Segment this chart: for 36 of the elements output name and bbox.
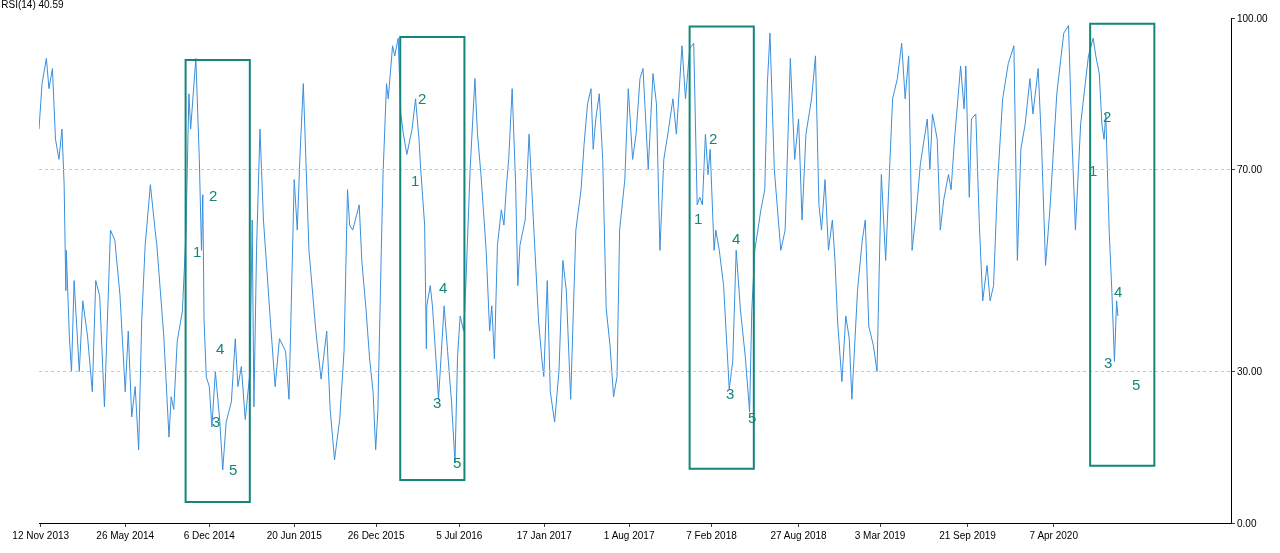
x-tick-label: 5 Jul 2016: [436, 530, 483, 541]
y-tick-label: 100.00: [1237, 12, 1269, 24]
y-tick-label: 70.00: [1237, 164, 1263, 175]
annotation: 1: [694, 210, 703, 227]
annotation: 4: [1114, 283, 1123, 300]
x-tick-label: 20 Jun 2015: [266, 530, 323, 541]
annotation: 5: [229, 461, 238, 478]
chart-title: RSI(14) 40.59: [1, 0, 64, 11]
annotation: 2: [709, 130, 718, 147]
x-tick-label: 26 Dec 2015: [347, 530, 405, 541]
x-tick-label: 7 Feb 2018: [686, 530, 738, 541]
x-tick-label: 3 Mar 2019: [854, 530, 906, 541]
x-tick-label: 21 Sep 2019: [939, 530, 997, 541]
annotation: 3: [1104, 354, 1113, 371]
annotation: 4: [216, 340, 225, 357]
annotation: 5: [453, 454, 462, 471]
annotation: 4: [439, 279, 448, 296]
x-tick-label: 26 May 2014: [96, 530, 155, 541]
annotation: 2: [1103, 108, 1112, 125]
x-tick-label: 17 Jan 2017: [516, 530, 573, 541]
annotation: 1: [411, 172, 420, 189]
annotation: 1: [193, 243, 202, 260]
x-tick-label: 12 Nov 2013: [12, 530, 70, 541]
annotation: 3: [726, 385, 735, 402]
y-tick-label: 30.00: [1237, 366, 1263, 377]
x-tick-label: 27 Aug 2018: [770, 530, 828, 541]
annotation: 5: [1132, 376, 1141, 393]
annotation: 3: [433, 394, 442, 411]
annotation: 2: [209, 187, 218, 204]
x-tick-label: 1 Aug 2017: [603, 530, 655, 541]
annotation: 2: [418, 90, 427, 107]
y-tick-label: 0.00: [1237, 517, 1257, 529]
x-tick-label: 6 Dec 2014: [183, 530, 236, 541]
annotation: 3: [212, 413, 221, 430]
x-tick-label: 7 Apr 2020: [1029, 530, 1079, 541]
annotation: 4: [732, 230, 741, 247]
